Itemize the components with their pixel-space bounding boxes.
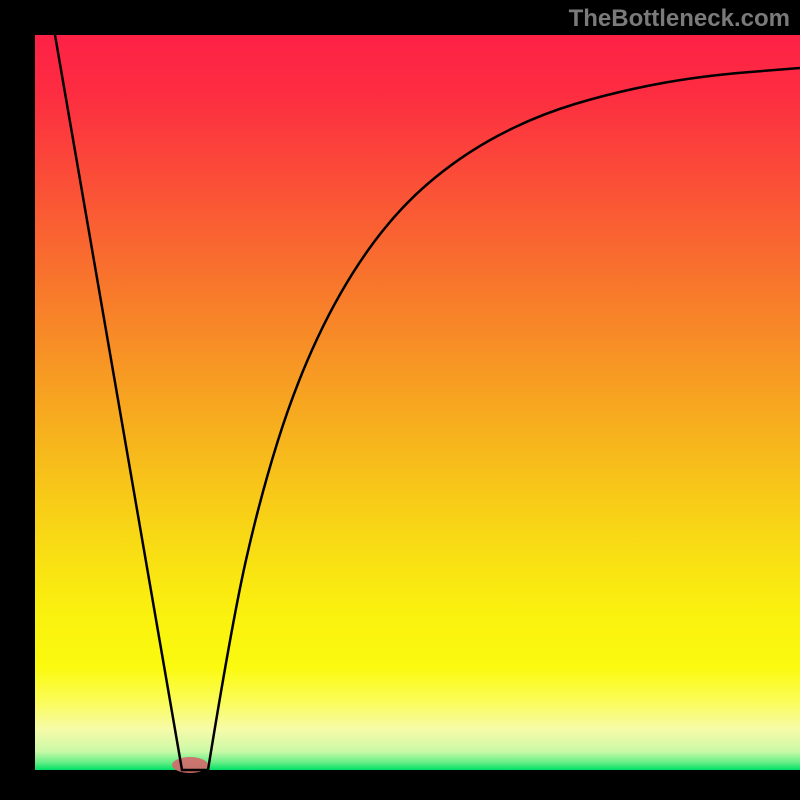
watermark-text: TheBottleneck.com [569, 5, 790, 32]
gradient-background [35, 35, 800, 770]
chart-container: TheBottleneck.com [0, 0, 800, 800]
chart-svg: TheBottleneck.com [0, 0, 800, 800]
